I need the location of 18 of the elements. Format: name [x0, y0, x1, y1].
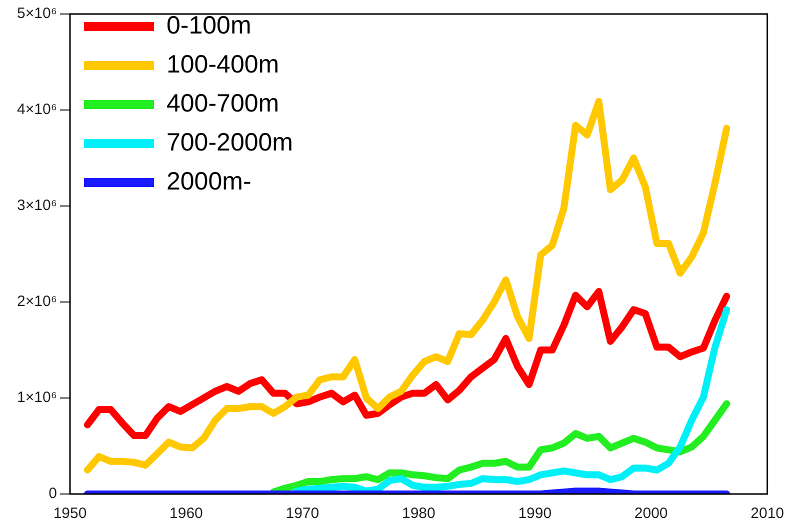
y-tick-label: 0: [48, 485, 57, 502]
x-tick-label: 2000: [634, 505, 668, 522]
legend-label: 700-2000m: [166, 128, 293, 156]
x-tick-label: 1990: [518, 505, 552, 522]
y-tick-label: 3×10⁶: [17, 197, 57, 214]
x-tick-label: 2010: [750, 505, 784, 522]
y-tick-label: 4×10⁶: [17, 101, 57, 118]
y-tick-label: 5×10⁶: [17, 5, 57, 22]
legend-label: 400-700m: [166, 89, 280, 118]
x-tick-label: 1950: [53, 505, 87, 522]
y-tick-label: 1×10⁶: [17, 389, 57, 406]
x-tick-label: 1960: [170, 505, 203, 522]
x-tick-label: 1980: [402, 505, 436, 522]
legend-label: 0-100m: [166, 11, 252, 40]
legend-label: 2000m-: [166, 167, 252, 196]
x-tick-label: 1970: [286, 505, 320, 522]
legend-label: 100-400m: [166, 50, 280, 78]
y-tick-label: 2×10⁶: [17, 293, 57, 310]
